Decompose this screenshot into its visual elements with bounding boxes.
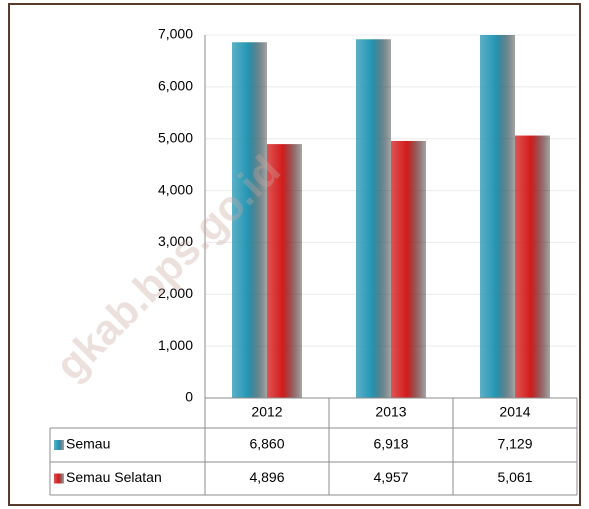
data-label: 4,957	[373, 469, 408, 485]
data-label: 5,061	[497, 469, 532, 485]
x-tick-label: 2012	[251, 404, 282, 420]
legend-label: Semau Selatan	[66, 469, 162, 485]
bar	[356, 39, 391, 398]
y-tick-label: 5,000	[158, 129, 193, 145]
bar	[515, 135, 550, 398]
legend-marker	[54, 440, 64, 450]
data-label: 4,896	[249, 469, 284, 485]
legend-label: Semau	[66, 436, 110, 452]
y-tick-label: 2,000	[158, 285, 193, 301]
data-label: 6,860	[249, 436, 284, 452]
y-tick-label: 4,000	[158, 181, 193, 197]
y-tick-label: 6,000	[158, 78, 193, 94]
y-tick-label: 1,000	[158, 337, 193, 353]
x-tick-label: 2013	[375, 404, 406, 420]
y-tick-label: 0	[185, 389, 193, 405]
bar	[232, 42, 267, 398]
data-label: 7,129	[497, 436, 532, 452]
y-tick-label: 7,000	[158, 26, 193, 42]
x-tick-label: 2014	[499, 404, 530, 420]
bar	[391, 140, 426, 398]
y-tick-label: 3,000	[158, 233, 193, 249]
data-label: 6,918	[373, 436, 408, 452]
bar	[480, 35, 515, 398]
legend-marker	[54, 473, 64, 484]
bar	[267, 144, 302, 398]
